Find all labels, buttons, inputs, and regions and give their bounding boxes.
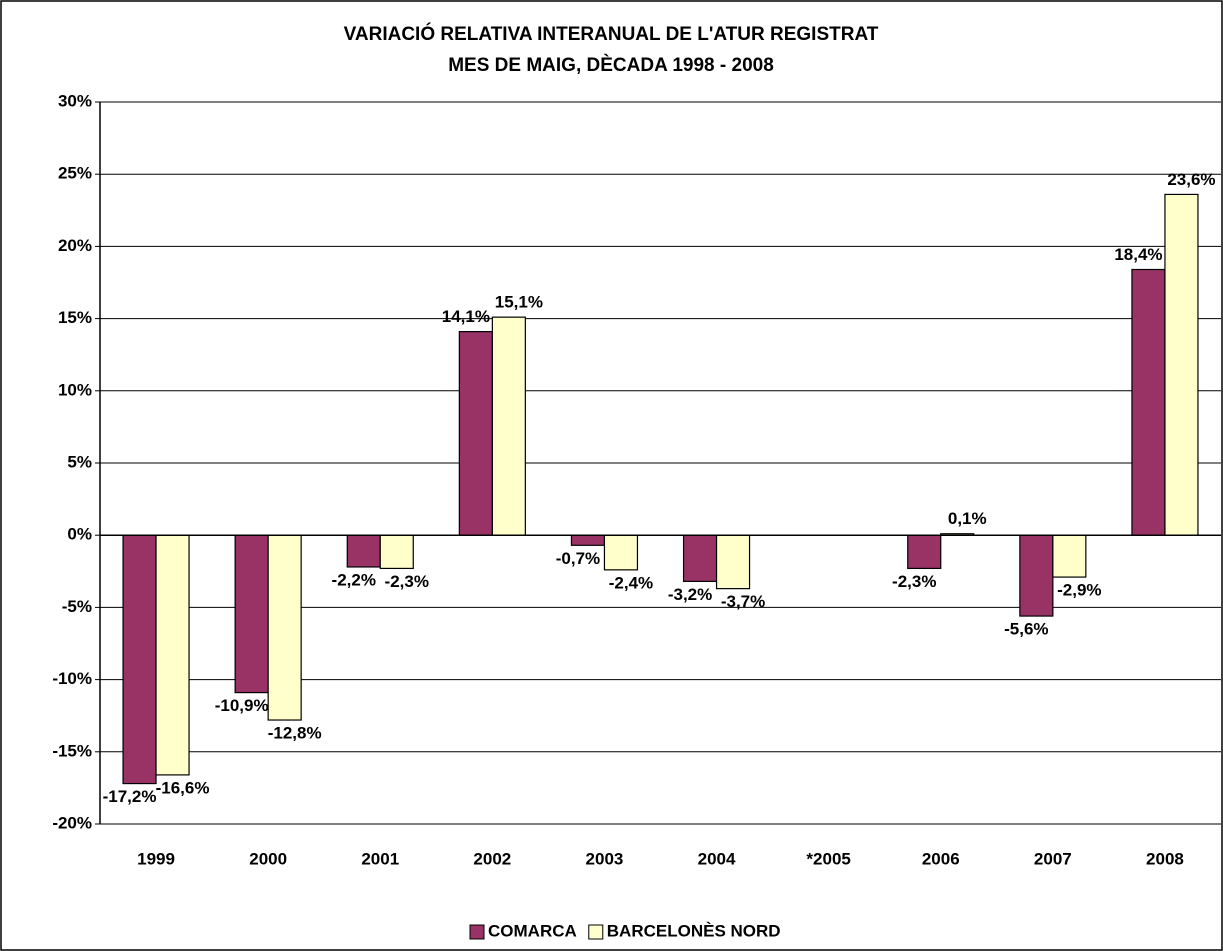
bar (346, 534, 381, 568)
bar (907, 534, 942, 570)
bar (1164, 193, 1199, 536)
bar (155, 534, 190, 776)
y-tick-label: -20% (52, 813, 92, 832)
y-tick-label: 10% (58, 380, 92, 399)
y-tick-label: 30% (58, 91, 92, 110)
data-label: 0,1% (948, 509, 987, 528)
data-label: -2,4% (609, 573, 653, 592)
data-label: -0,7% (556, 549, 600, 568)
bar (1052, 534, 1087, 578)
x-tick-label: 2003 (586, 849, 624, 868)
data-label: -16,6% (156, 778, 210, 797)
data-label: -12,8% (268, 724, 322, 743)
x-tick-label: 1999 (137, 849, 175, 868)
bar (234, 534, 269, 694)
data-label: -10,9% (215, 696, 269, 715)
data-label: -17,2% (103, 787, 157, 806)
x-tick-label: 2001 (361, 849, 399, 868)
x-tick-label: 2006 (922, 849, 960, 868)
bar (603, 534, 639, 571)
y-tick-label: -15% (52, 741, 92, 760)
y-tick-label: 0% (67, 525, 92, 544)
chart-title: VARIACIÓ RELATIVA INTERANUAL DE L'ATUR R… (344, 23, 879, 45)
legend-swatch (588, 924, 604, 940)
x-tick-label: 2008 (1146, 849, 1184, 868)
data-label: -2,9% (1057, 581, 1101, 600)
data-label: -2,2% (332, 570, 376, 589)
y-tick-label: 15% (58, 308, 92, 327)
x-tick-label: 2004 (698, 849, 736, 868)
y-tick-label: 25% (58, 164, 92, 183)
y-tick-label: -5% (62, 597, 92, 616)
data-label: -3,2% (668, 585, 712, 604)
data-label: -5,6% (1004, 620, 1048, 639)
bar (1131, 268, 1166, 536)
data-label: -2,3% (385, 572, 429, 591)
legend-label: COMARCA (488, 921, 577, 940)
legend-swatch (469, 924, 485, 940)
bar (379, 534, 414, 570)
x-tick-label: 2000 (249, 849, 287, 868)
bar (570, 534, 606, 546)
bar (682, 534, 718, 583)
data-label: 23,6% (1167, 170, 1215, 189)
y-tick-label: 20% (58, 236, 92, 255)
data-label: 15,1% (495, 293, 543, 312)
bar (458, 330, 493, 536)
legend-label: BARCELONÈS NORD (607, 921, 781, 940)
bar (122, 534, 157, 785)
data-label: 14,1% (442, 307, 490, 326)
bar (267, 534, 302, 721)
bar (715, 534, 751, 590)
y-tick-label: 5% (67, 452, 92, 471)
x-tick-label: *2005 (806, 849, 850, 868)
x-tick-label: 2007 (1034, 849, 1072, 868)
data-label: 18,4% (1114, 245, 1162, 264)
chart-subtitle: MES DE MAIG, DÈCADA 1998 - 2008 (448, 54, 774, 76)
y-tick-label: -10% (52, 669, 92, 688)
bar (1019, 534, 1054, 617)
bar (491, 316, 526, 536)
x-tick-label: 2002 (473, 849, 511, 868)
data-label: -3,7% (721, 592, 765, 611)
data-label: -2,3% (892, 572, 936, 591)
